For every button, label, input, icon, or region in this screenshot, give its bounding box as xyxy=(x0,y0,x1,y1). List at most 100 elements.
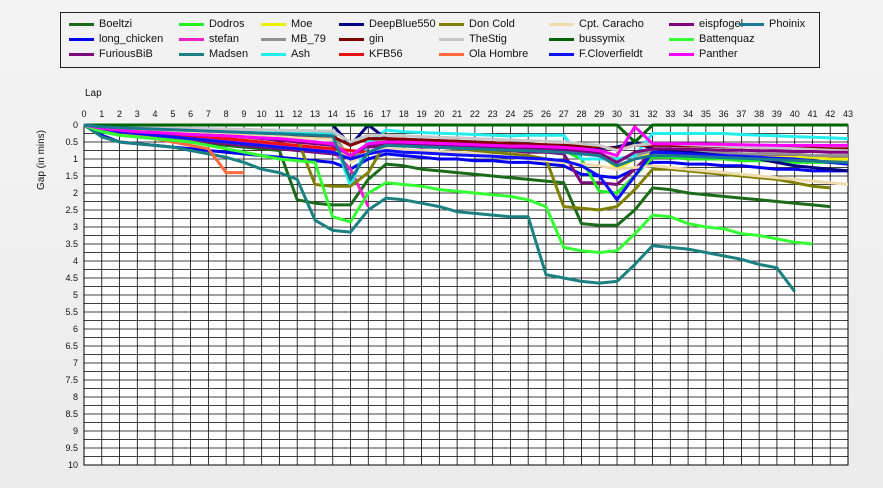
legend-label: Cpt. Caracho xyxy=(579,18,644,30)
x-tick-label: 17 xyxy=(381,109,391,119)
x-tick-label: 31 xyxy=(630,109,640,119)
y-tick-label: 8.5 xyxy=(65,409,78,419)
x-tick-label: 38 xyxy=(754,109,764,119)
x-tick-label: 40 xyxy=(790,109,800,119)
x-tick-label: 0 xyxy=(81,109,86,119)
x-tick-label: 18 xyxy=(399,109,409,119)
x-tick-label: 23 xyxy=(488,109,498,119)
x-tick-label: 35 xyxy=(701,109,711,119)
x-tick-label: 12 xyxy=(292,109,302,119)
legend-swatch xyxy=(549,53,574,56)
x-tick-label: 20 xyxy=(434,109,444,119)
legend-label: MB_79 xyxy=(291,33,326,45)
x-tick-label: 4 xyxy=(153,109,158,119)
x-tick-label: 43 xyxy=(843,109,853,119)
x-tick-label: 22 xyxy=(470,109,480,119)
x-tick-label: 25 xyxy=(523,109,533,119)
y-axis-label: Gap (in mins) xyxy=(36,130,47,190)
y-tick-label: 3 xyxy=(73,222,78,232)
legend-swatch xyxy=(179,38,204,41)
legend-swatch xyxy=(739,23,764,26)
x-tick-label: 7 xyxy=(206,109,211,119)
legend-label: Dodros xyxy=(209,18,245,30)
y-tick-labels: 0 0.5 1 1.5 2 2.5 3 3.5 4 4.5 5 5.5 6 6.5 7 7.5 8 8.5 9 9.5… xyxy=(65,120,78,470)
series-line-panther xyxy=(83,123,848,158)
legend-label: stefan xyxy=(209,33,239,45)
y-tick-label: 7 xyxy=(73,358,78,368)
x-tick-label: 34 xyxy=(683,109,693,119)
legend-swatch xyxy=(339,38,364,41)
legend-swatch xyxy=(669,53,694,56)
legend-swatch xyxy=(549,23,574,26)
y-tick-label: 8 xyxy=(73,392,78,402)
x-tick-label: 15 xyxy=(346,109,356,119)
x-tick-label: 5 xyxy=(170,109,175,119)
series-lines xyxy=(83,123,849,293)
series-line-madsen xyxy=(83,123,796,293)
y-tick-label: 7.5 xyxy=(65,375,78,385)
x-tick-label: 32 xyxy=(648,109,658,119)
legend-swatch xyxy=(69,53,94,56)
legend-label: long_chicken xyxy=(99,33,164,45)
legend-swatch xyxy=(179,23,204,26)
y-tick-label: 1 xyxy=(73,154,78,164)
legend-swatch xyxy=(261,38,286,41)
x-tick-label: 2 xyxy=(117,109,122,119)
x-tick-label: 9 xyxy=(241,109,246,119)
legend-swatch xyxy=(179,53,204,56)
legend-label: Ola Hombre xyxy=(469,48,529,60)
y-tick-label: 0 xyxy=(73,120,78,130)
x-tick-label: 6 xyxy=(188,109,193,119)
legend-swatch xyxy=(439,23,464,26)
x-tick-label: 42 xyxy=(825,109,835,119)
legend-swatch xyxy=(339,53,364,56)
series-line-phoinix xyxy=(83,123,849,181)
y-tick-label: 5 xyxy=(73,290,78,300)
x-tick-label: 36 xyxy=(719,109,729,119)
y-tick-label: 9.5 xyxy=(65,443,78,453)
x-tick-label: 19 xyxy=(417,109,427,119)
x-tick-label: 8 xyxy=(224,109,229,119)
legend-label: bussymix xyxy=(579,33,625,45)
x-tick-label: 1 xyxy=(99,109,104,119)
x-tick-label: 27 xyxy=(559,109,569,119)
y-tick-label: 4 xyxy=(73,256,78,266)
x-tick-label: 41 xyxy=(807,109,817,119)
legend-label: Madsen xyxy=(209,48,249,60)
legend-label: Panther xyxy=(699,48,738,60)
series-line-f-cloverfieldt xyxy=(83,123,849,202)
y-tick-label: 1.5 xyxy=(65,171,78,181)
x-tick-label: 3 xyxy=(135,109,140,119)
legend-swatch xyxy=(69,23,94,26)
legend-label: Battenquaz xyxy=(699,33,755,45)
y-tick-label: 4.5 xyxy=(65,273,78,283)
grid xyxy=(83,124,849,466)
y-tick-label: 6.5 xyxy=(65,341,78,351)
legend-label: eispfogel xyxy=(699,18,744,30)
x-tick-label: 11 xyxy=(275,109,284,119)
legend-label: Moe xyxy=(291,18,313,30)
y-tick-label: 10 xyxy=(68,460,78,470)
series-line-thestig xyxy=(83,123,849,153)
x-tick-label: 33 xyxy=(665,109,675,119)
y-tick-label: 2.5 xyxy=(65,205,78,215)
x-tick-label: 24 xyxy=(505,109,515,119)
legend-swatch xyxy=(339,23,364,26)
y-tick-label: 3.5 xyxy=(65,239,78,249)
legend-swatch xyxy=(261,53,286,56)
series-line-bussymix xyxy=(84,123,848,144)
x-tick-label: 16 xyxy=(363,109,373,119)
x-tick-label: 26 xyxy=(541,109,551,119)
legend-label: Boeltzi xyxy=(99,18,133,30)
legend-label: F.Cloverfieldt xyxy=(579,48,643,60)
legend-swatch xyxy=(69,38,94,41)
y-tick-label: 5.5 xyxy=(65,307,78,317)
x-tick-label: 28 xyxy=(576,109,586,119)
legend-label: TheStig xyxy=(469,33,507,45)
x-tick-label: 29 xyxy=(594,109,604,119)
legend-swatch xyxy=(549,38,574,41)
y-tick-label: 0.5 xyxy=(65,137,78,147)
x-tick-label: 39 xyxy=(772,109,782,119)
y-tick-label: 2 xyxy=(73,188,78,198)
legend-label: FuriousBiB xyxy=(99,48,153,60)
